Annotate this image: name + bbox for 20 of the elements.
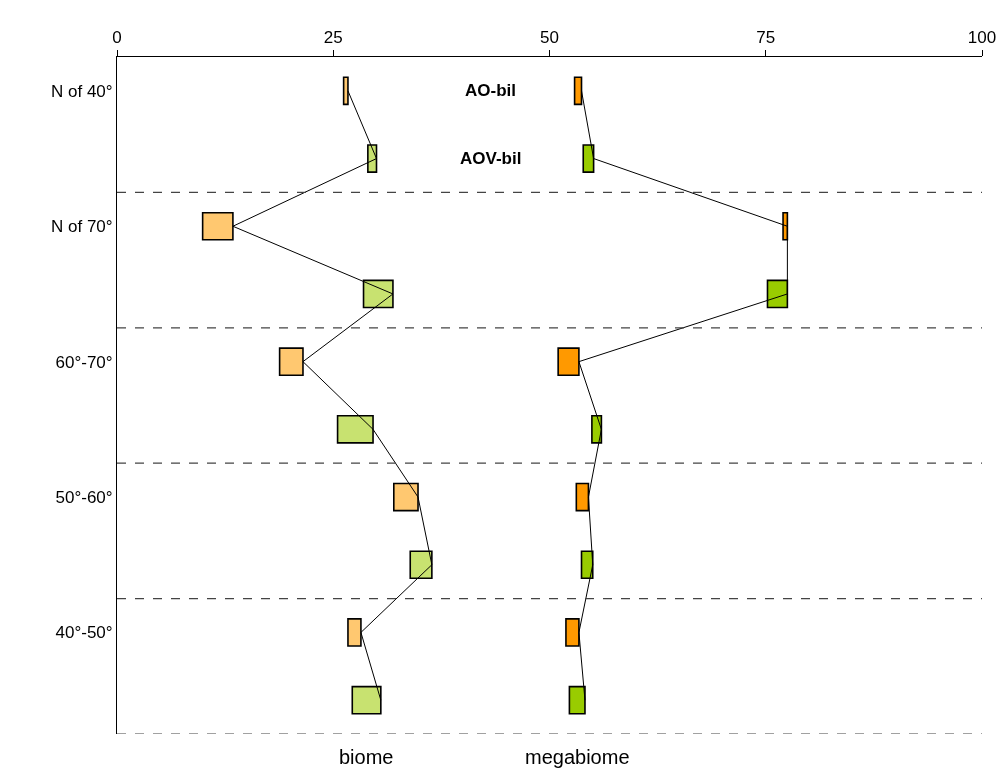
y-tick-label: 40°-50°: [55, 623, 113, 643]
x-tick-label: 100: [967, 28, 997, 48]
x-tick-label: 75: [756, 28, 776, 48]
bar: [393, 482, 419, 512]
x-tick-label: 50: [540, 28, 559, 48]
text: biome: [339, 746, 394, 768]
bar: [582, 144, 595, 173]
x-tick-label: 0: [112, 28, 122, 48]
annotation: AO-bil: [465, 81, 516, 100]
y-tick-label: N of 70°: [50, 217, 113, 237]
text: megabiome: [525, 746, 630, 768]
bar: [278, 347, 304, 376]
y-tick-label: 60°-70°: [55, 352, 113, 372]
annotation: AOV-bil: [460, 149, 522, 168]
y-tick-label: 50°-60°: [55, 488, 113, 507]
x-tick-label: 25: [323, 28, 343, 48]
bar: [362, 279, 394, 309]
y-tick-label: N of 40°: [50, 81, 113, 101]
bar: [347, 618, 362, 647]
bar: [336, 415, 374, 444]
